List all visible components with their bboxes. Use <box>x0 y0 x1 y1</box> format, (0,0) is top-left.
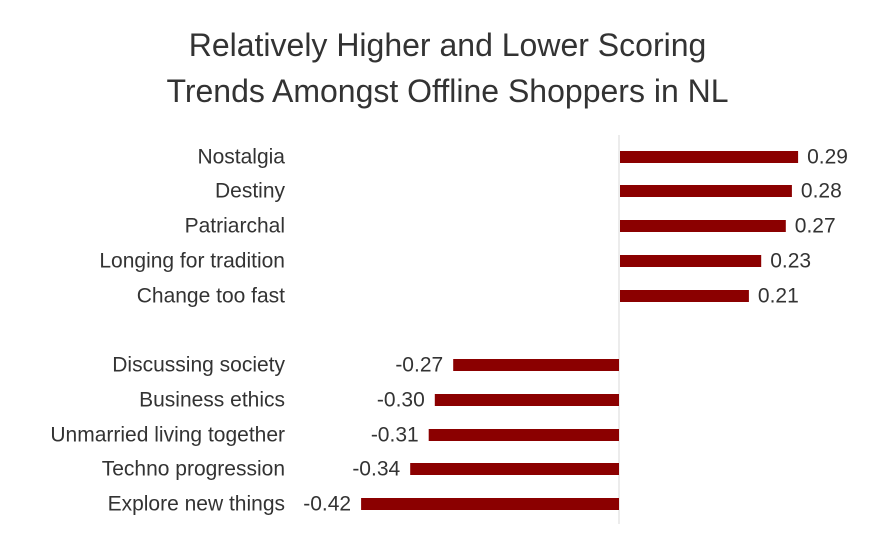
bar <box>620 220 786 232</box>
data-label: 0.21 <box>758 285 799 308</box>
data-label: 0.23 <box>770 250 811 273</box>
data-label: -0.30 <box>377 389 425 412</box>
category-label: Nostalgia <box>197 146 285 169</box>
value-labels: 0.29 0.28 0.27 0.23 0.21 -0.27 -0.30 -0.31 -0.34… <box>303 146 848 516</box>
category-label: Destiny <box>215 180 286 203</box>
data-label: -0.34 <box>352 458 400 481</box>
category-label: Longing for tradition <box>99 250 285 273</box>
category-label: Techno progression <box>102 458 285 481</box>
bar <box>620 255 762 267</box>
category-label: Discussing society <box>112 354 285 377</box>
data-label: -0.31 <box>371 424 419 447</box>
bar <box>434 394 619 406</box>
bar <box>453 359 619 371</box>
data-label: 0.27 <box>795 215 836 238</box>
bar <box>620 185 792 197</box>
category-label: Patriarchal <box>185 215 285 238</box>
bar <box>620 290 749 302</box>
chart-title: Relatively Higher and Lower Scoring Tren… <box>166 27 729 109</box>
category-label: Explore new things <box>108 493 285 516</box>
bars <box>361 151 799 510</box>
data-label: -0.27 <box>395 354 443 377</box>
bar <box>410 463 619 475</box>
category-labels: Nostalgia Destiny Patriarchal Longing for t… <box>50 146 285 516</box>
category-label: Business ethics <box>139 389 285 412</box>
category-label: Change too fast <box>137 285 285 308</box>
bar <box>620 151 799 163</box>
bar <box>361 498 619 510</box>
bar <box>428 429 619 441</box>
data-label: -0.42 <box>303 493 351 516</box>
data-label: 0.28 <box>801 180 842 203</box>
category-label: Unmarried living together <box>50 424 285 447</box>
data-label: 0.29 <box>807 146 848 169</box>
